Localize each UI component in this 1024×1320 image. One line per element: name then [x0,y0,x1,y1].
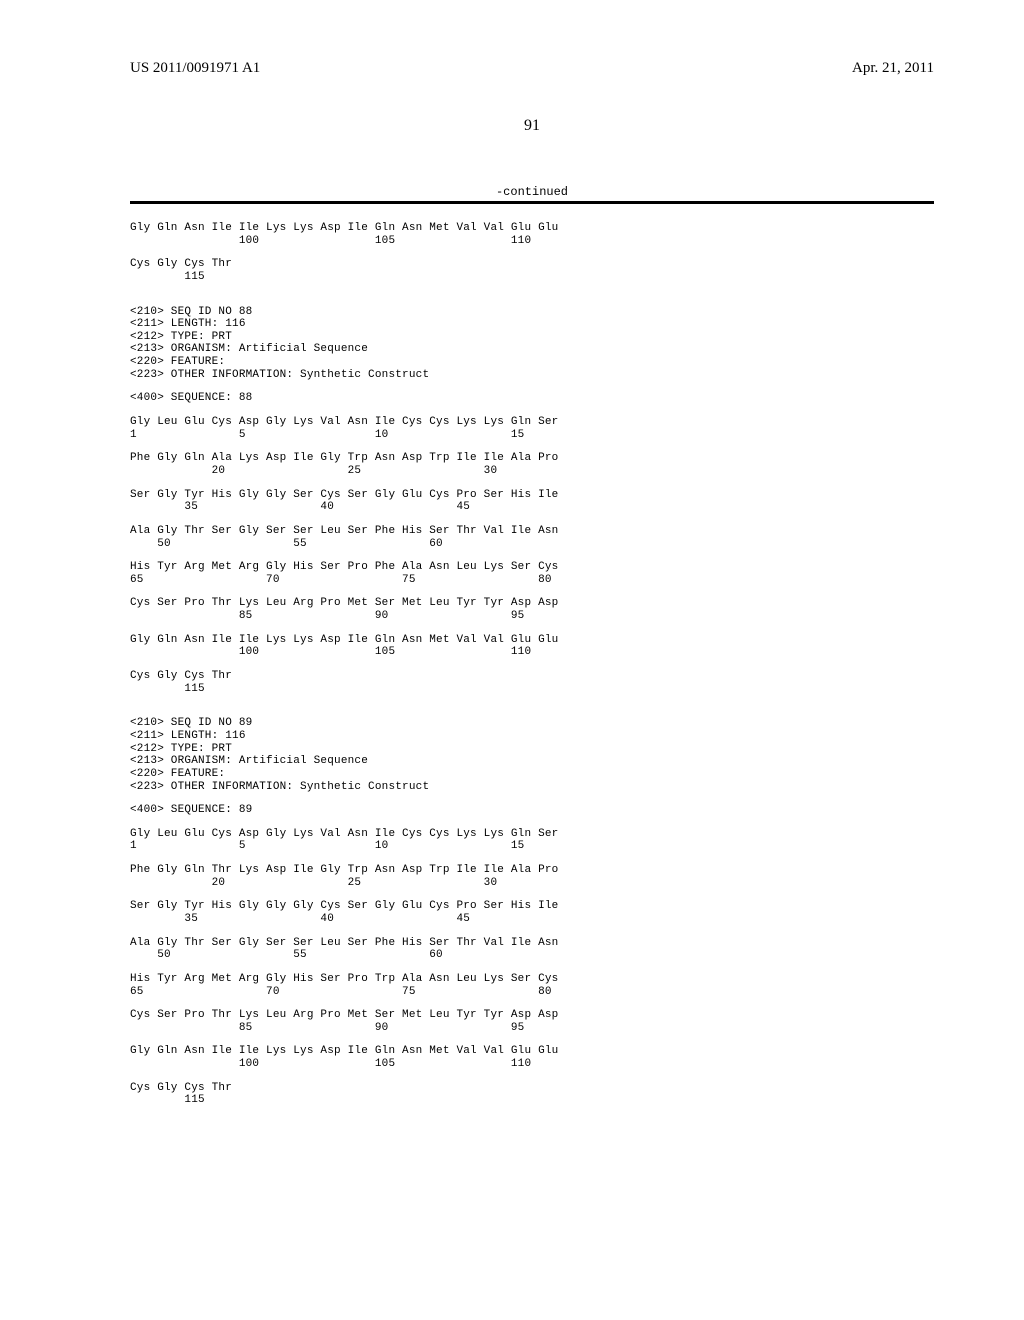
seq89-meta-5: <223> OTHER INFORMATION: Synthetic Const… [130,781,934,794]
seq89-row-4-aa: His Tyr Arg Met Arg Gly His Ser Pro Trp … [130,973,934,986]
seq88-row-7-aa: Cys Gly Cys Thr [130,670,934,683]
seq89-row-3-num: 50 55 60 [130,949,934,962]
seq87-row-8-aa: Cys Gly Cys Thr [130,258,934,271]
seq88-row-3-aa: Ala Gly Thr Ser Gly Ser Ser Leu Ser Phe … [130,525,934,538]
seq89-seq-label: <400> SEQUENCE: 89 [130,804,934,817]
seq89-row-0-aa: Gly Leu Glu Cys Asp Gly Lys Val Asn Ile … [130,828,934,841]
seq89-row-3-aa: Ala Gly Thr Ser Gly Ser Ser Leu Ser Phe … [130,937,934,950]
seq89-row-4-num: 65 70 75 80 [130,986,934,999]
seq89-row-1-num: 20 25 30 [130,877,934,890]
seq89-row-6-num: 100 105 110 [130,1058,934,1071]
seq88-row-2-num: 35 40 45 [130,501,934,514]
seq89-meta-1: <211> LENGTH: 116 [130,730,934,743]
seq88-row-4-aa: His Tyr Arg Met Arg Gly His Ser Pro Phe … [130,561,934,574]
seq88-row-0-aa: Gly Leu Glu Cys Asp Gly Lys Val Asn Ile … [130,416,934,429]
seq89-row-2-num: 35 40 45 [130,913,934,926]
seq89-row-5-aa: Cys Ser Pro Thr Lys Leu Arg Pro Met Ser … [130,1009,934,1022]
page-header: US 2011/0091971 A1 Apr. 21, 2011 [130,60,934,77]
seq88-row-0-num: 1 5 10 15 [130,429,934,442]
seq88-meta-5: <223> OTHER INFORMATION: Synthetic Const… [130,369,934,382]
seq88-row-5-num: 85 90 95 [130,610,934,623]
seq89-row-5-num: 85 90 95 [130,1022,934,1035]
seq89-row-6-aa: Gly Gln Asn Ile Ile Lys Lys Asp Ile Gln … [130,1045,934,1058]
seq89-row-7-aa: Cys Gly Cys Thr [130,1082,934,1095]
seq88-row-4-num: 65 70 75 80 [130,574,934,587]
seq87-row-7-aa: Gly Gln Asn Ile Ile Lys Lys Asp Ile Gln … [130,222,934,235]
publication-date: Apr. 21, 2011 [852,60,934,77]
seq88-seq-label: <400> SEQUENCE: 88 [130,392,934,405]
divider-top-thin [130,203,934,204]
seq87-row-8-num: 115 [130,271,934,284]
seq87-row-7-num: 100 105 110 [130,235,934,248]
seq88-row-1-aa: Phe Gly Gln Ala Lys Asp Ile Gly Trp Asn … [130,452,934,465]
seq88-meta-1: <211> LENGTH: 116 [130,318,934,331]
seq88-row-5-aa: Cys Ser Pro Thr Lys Leu Arg Pro Met Ser … [130,597,934,610]
seq89-meta-0: <210> SEQ ID NO 89 [130,717,934,730]
page-container: US 2011/0091971 A1 Apr. 21, 2011 91 -con… [0,0,1024,1320]
seq88-row-6-num: 100 105 110 [130,646,934,659]
continued-label: -continued [130,185,934,199]
seq89-row-7-num: 115 [130,1094,934,1107]
seq88-row-2-aa: Ser Gly Tyr His Gly Gly Ser Cys Ser Gly … [130,489,934,502]
seq88-row-3-num: 50 55 60 [130,538,934,551]
seq88-row-7-num: 115 [130,683,934,696]
seq89-row-2-aa: Ser Gly Tyr His Gly Gly Gly Cys Ser Gly … [130,900,934,913]
seq89-meta-4: <220> FEATURE: [130,768,934,781]
publication-number: US 2011/0091971 A1 [130,60,260,77]
seq88-meta-0: <210> SEQ ID NO 88 [130,306,934,319]
seq89-row-0-num: 1 5 10 15 [130,840,934,853]
seq88-meta-3: <213> ORGANISM: Artificial Sequence [130,343,934,356]
seq88-meta-2: <212> TYPE: PRT [130,331,934,344]
seq88-meta-4: <220> FEATURE: [130,356,934,369]
seq89-meta-3: <213> ORGANISM: Artificial Sequence [130,755,934,768]
seq88-row-1-num: 20 25 30 [130,465,934,478]
seq89-row-1-aa: Phe Gly Gln Thr Lys Asp Ile Gly Trp Asn … [130,864,934,877]
page-number: 91 [130,117,934,135]
seq89-meta-2: <212> TYPE: PRT [130,743,934,756]
seq88-row-6-aa: Gly Gln Asn Ile Ile Lys Lys Asp Ile Gln … [130,634,934,647]
